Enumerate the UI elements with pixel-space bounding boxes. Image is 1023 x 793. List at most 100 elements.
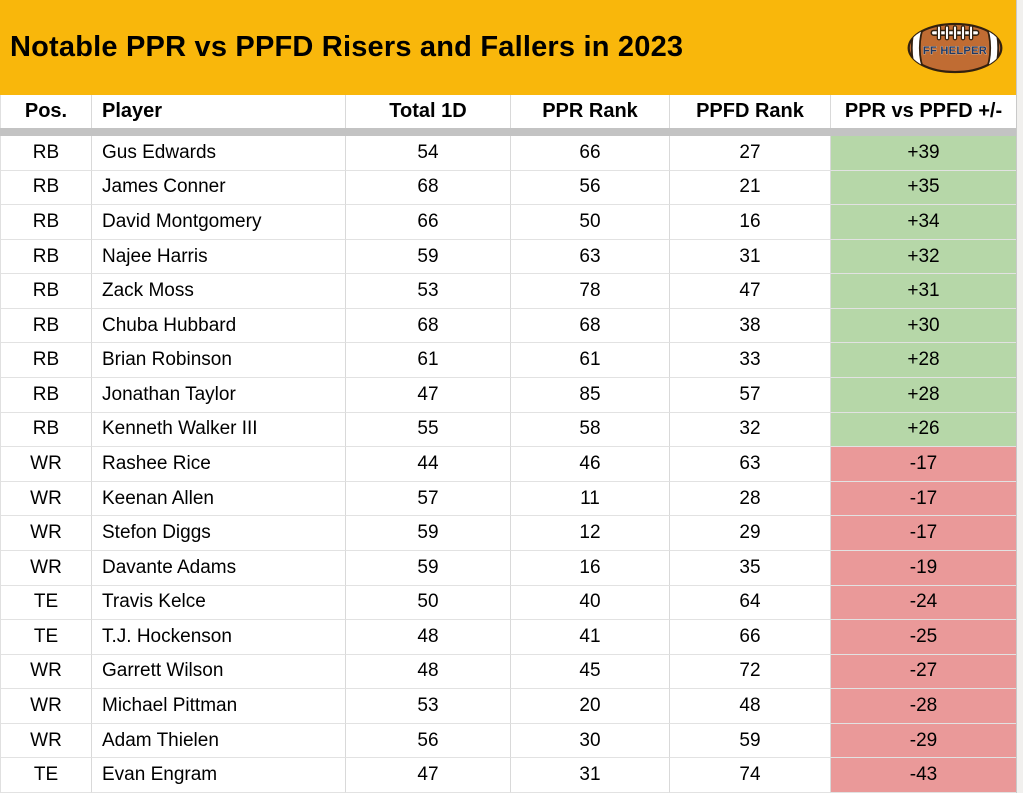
player-cell: Evan Engram: [92, 758, 346, 793]
ppfd-rank-cell: 66: [670, 620, 831, 655]
pos-cell: RB: [1, 136, 92, 171]
diff-cell: +30: [831, 308, 1016, 344]
pos-cell: RB: [1, 378, 92, 413]
ppfd-rank-cell: 29: [670, 516, 831, 551]
total-1d-cell: 53: [346, 689, 511, 724]
player-cell: Brian Robinson: [92, 343, 346, 379]
table-row: WR Michael Pittman 53 20 48 -28: [1, 689, 1016, 724]
ppfd-rank-cell: 63: [670, 447, 831, 482]
table-row: WR Rashee Rice 44 46 63 -17: [1, 447, 1016, 482]
total-1d-cell: 48: [346, 654, 511, 690]
player-cell: Travis Kelce: [92, 585, 346, 621]
ppfd-rank-cell: 21: [670, 170, 831, 206]
table-row: RB Brian Robinson 61 61 33 +28: [1, 343, 1016, 379]
pos-cell: WR: [1, 723, 92, 759]
pos-cell: RB: [1, 170, 92, 206]
ppr-rank-cell: 58: [511, 412, 670, 448]
total-1d-cell: 50: [346, 585, 511, 621]
table-row: RB James Conner 68 56 21 +35: [1, 170, 1016, 206]
laces-icon: [930, 25, 980, 41]
total-1d-cell: 68: [346, 170, 511, 206]
diff-cell: +28: [831, 343, 1016, 379]
player-cell: James Conner: [92, 170, 346, 206]
diff-cell: -17: [831, 481, 1016, 517]
pos-cell: RB: [1, 412, 92, 448]
table-header-row: Pos. Player Total 1D PPR Rank PPFD Rank …: [0, 95, 1016, 128]
total-1d-cell: 59: [346, 516, 511, 551]
player-cell: Stefon Diggs: [92, 516, 346, 551]
total-1d-cell: 56: [346, 723, 511, 759]
table-row: RB Jonathan Taylor 47 85 57 +28: [1, 378, 1016, 413]
total-1d-cell: 53: [346, 274, 511, 309]
pos-cell: WR: [1, 550, 92, 586]
ppr-rank-cell: 46: [511, 447, 670, 482]
ppfd-rank-cell: 72: [670, 654, 831, 690]
ppfd-rank-cell: 28: [670, 481, 831, 517]
pos-cell: RB: [1, 308, 92, 344]
diff-cell: +26: [831, 412, 1016, 448]
table-row: WR Adam Thielen 56 30 59 -29: [1, 723, 1016, 759]
column-header-total-1d: Total 1D: [346, 95, 511, 128]
frozen-row-divider: [0, 128, 1016, 136]
total-1d-cell: 68: [346, 308, 511, 344]
ppfd-rank-cell: 64: [670, 585, 831, 621]
ppfd-rank-cell: 33: [670, 343, 831, 379]
column-header-player: Player: [92, 95, 346, 128]
ppfd-rank-cell: 59: [670, 723, 831, 759]
ppr-rank-cell: 66: [511, 136, 670, 171]
table-row: RB Kenneth Walker III 55 58 32 +26: [1, 412, 1016, 448]
diff-cell: +28: [831, 378, 1016, 413]
diff-cell: +32: [831, 239, 1016, 275]
player-cell: Keenan Allen: [92, 481, 346, 517]
logo-text: FF HELPER: [923, 45, 987, 57]
ppr-rank-cell: 85: [511, 378, 670, 413]
diff-cell: -28: [831, 689, 1016, 724]
ppfd-rank-cell: 47: [670, 274, 831, 309]
diff-cell: -27: [831, 654, 1016, 690]
player-cell: Adam Thielen: [92, 723, 346, 759]
total-1d-cell: 48: [346, 620, 511, 655]
pos-cell: TE: [1, 758, 92, 793]
pos-cell: TE: [1, 585, 92, 621]
diff-cell: +39: [831, 136, 1016, 171]
ppr-rank-cell: 78: [511, 274, 670, 309]
table-row: RB Zack Moss 53 78 47 +31: [1, 274, 1016, 309]
pos-cell: WR: [1, 689, 92, 724]
pos-cell: RB: [1, 239, 92, 275]
total-1d-cell: 47: [346, 378, 511, 413]
pos-cell: RB: [1, 343, 92, 379]
right-edge-margin: [1016, 0, 1023, 793]
ppr-rank-cell: 40: [511, 585, 670, 621]
table-row: TE Travis Kelce 50 40 64 -24: [1, 585, 1016, 621]
player-cell: Michael Pittman: [92, 689, 346, 724]
total-1d-cell: 59: [346, 239, 511, 275]
total-1d-cell: 57: [346, 481, 511, 517]
total-1d-cell: 59: [346, 550, 511, 586]
ppr-rank-cell: 61: [511, 343, 670, 379]
ppfd-rank-cell: 32: [670, 412, 831, 448]
total-1d-cell: 66: [346, 205, 511, 240]
table-row: RB David Montgomery 66 50 16 +34: [1, 205, 1016, 240]
pos-cell: WR: [1, 447, 92, 482]
player-cell: Najee Harris: [92, 239, 346, 275]
table-row: TE T.J. Hockenson 48 41 66 -25: [1, 620, 1016, 655]
pos-cell: RB: [1, 205, 92, 240]
ppr-rank-cell: 63: [511, 239, 670, 275]
ppr-rank-cell: 12: [511, 516, 670, 551]
diff-cell: -43: [831, 758, 1016, 793]
diff-cell: -17: [831, 516, 1016, 551]
table-row: RB Gus Edwards 54 66 27 +39: [1, 136, 1016, 171]
diff-cell: +34: [831, 205, 1016, 240]
table-body: RB Gus Edwards 54 66 27 +39 RB James Con…: [0, 136, 1016, 793]
diff-cell: -29: [831, 723, 1016, 759]
diff-cell: -19: [831, 550, 1016, 586]
diff-cell: -24: [831, 585, 1016, 621]
football-logo-icon: FF HELPER: [907, 22, 1003, 74]
diff-cell: +31: [831, 274, 1016, 309]
pos-cell: TE: [1, 620, 92, 655]
total-1d-cell: 54: [346, 136, 511, 171]
total-1d-cell: 61: [346, 343, 511, 379]
ppr-rank-cell: 45: [511, 654, 670, 690]
ppfd-rank-cell: 16: [670, 205, 831, 240]
player-cell: T.J. Hockenson: [92, 620, 346, 655]
